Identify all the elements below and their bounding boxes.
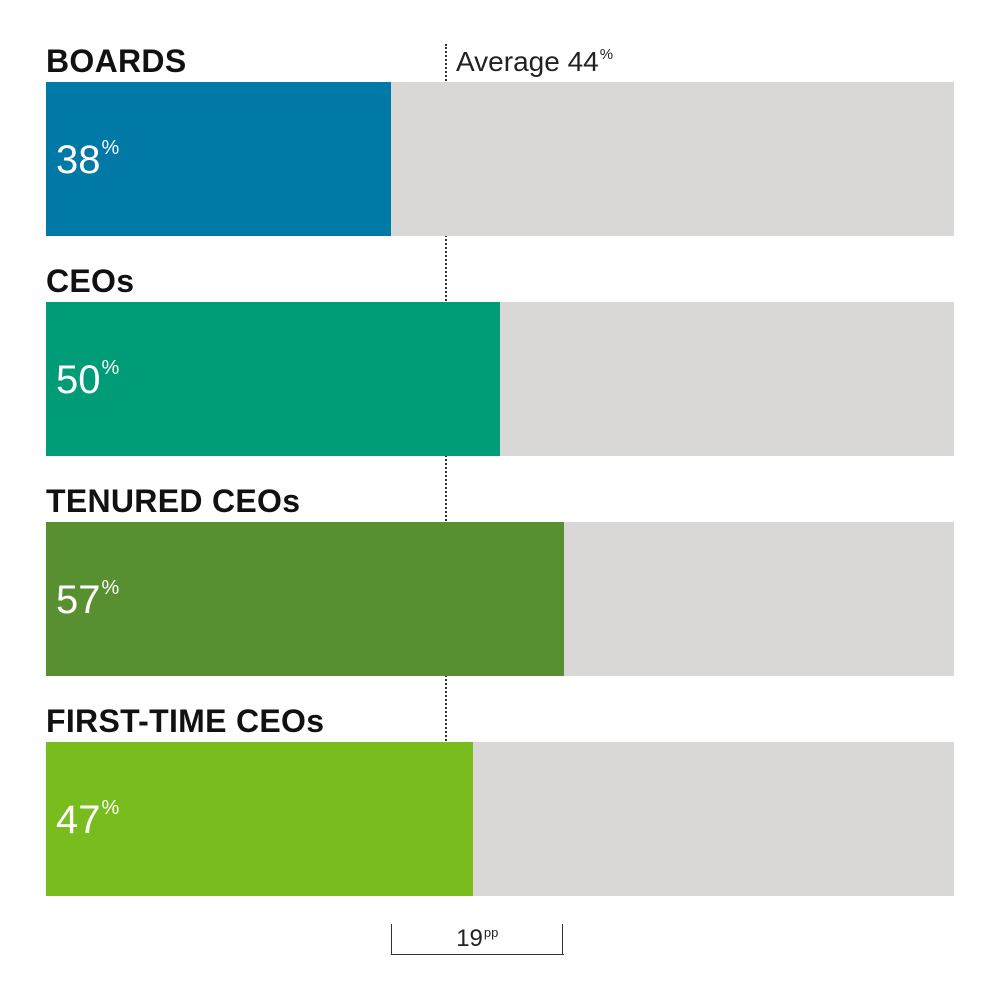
gap-value: 19 (456, 925, 483, 952)
bar-value-suffix-ceos: % (101, 357, 120, 379)
bar-value-first-time-ceos: 47% (56, 797, 120, 842)
bar-ceos (46, 302, 500, 456)
bar-value-tenured-ceos: 57% (56, 577, 120, 622)
category-label-first-time-ceos: FIRST-TIME CEOs (46, 703, 325, 739)
bar-tenured-ceos (46, 522, 564, 676)
average-label-suffix: % (599, 46, 614, 63)
gap-bracket-right-tick (562, 924, 564, 955)
bar-value-number-first-time-ceos: 47 (56, 798, 101, 842)
bar-value-ceos: 50% (56, 357, 120, 402)
gap-bracket-label: 19pp (391, 925, 564, 952)
bar-boards (46, 82, 392, 236)
average-label: Average 44% (456, 46, 614, 77)
bar-value-number-boards: 38 (56, 138, 101, 182)
category-label-ceos: CEOs (46, 263, 135, 299)
bar-value-number-tenured-ceos: 57 (56, 578, 101, 622)
gap-bracket-left-tick (391, 924, 393, 955)
bar-value-suffix-first-time-ceos: % (101, 797, 120, 819)
bar-first-time-ceos (46, 742, 473, 896)
bar-value-suffix-boards: % (101, 137, 120, 159)
bar-value-boards: 38% (56, 137, 120, 182)
average-line (444, 44, 447, 896)
bar-value-number-ceos: 50 (56, 358, 101, 402)
gap-suffix: pp (483, 925, 499, 940)
bar-value-suffix-tenured-ceos: % (101, 577, 120, 599)
category-label-tenured-ceos: TENURED CEOs (46, 483, 301, 519)
category-label-boards: BOARDS (46, 43, 187, 79)
gap-bracket-line (391, 954, 564, 955)
average-label-text: Average 44 (456, 46, 599, 77)
